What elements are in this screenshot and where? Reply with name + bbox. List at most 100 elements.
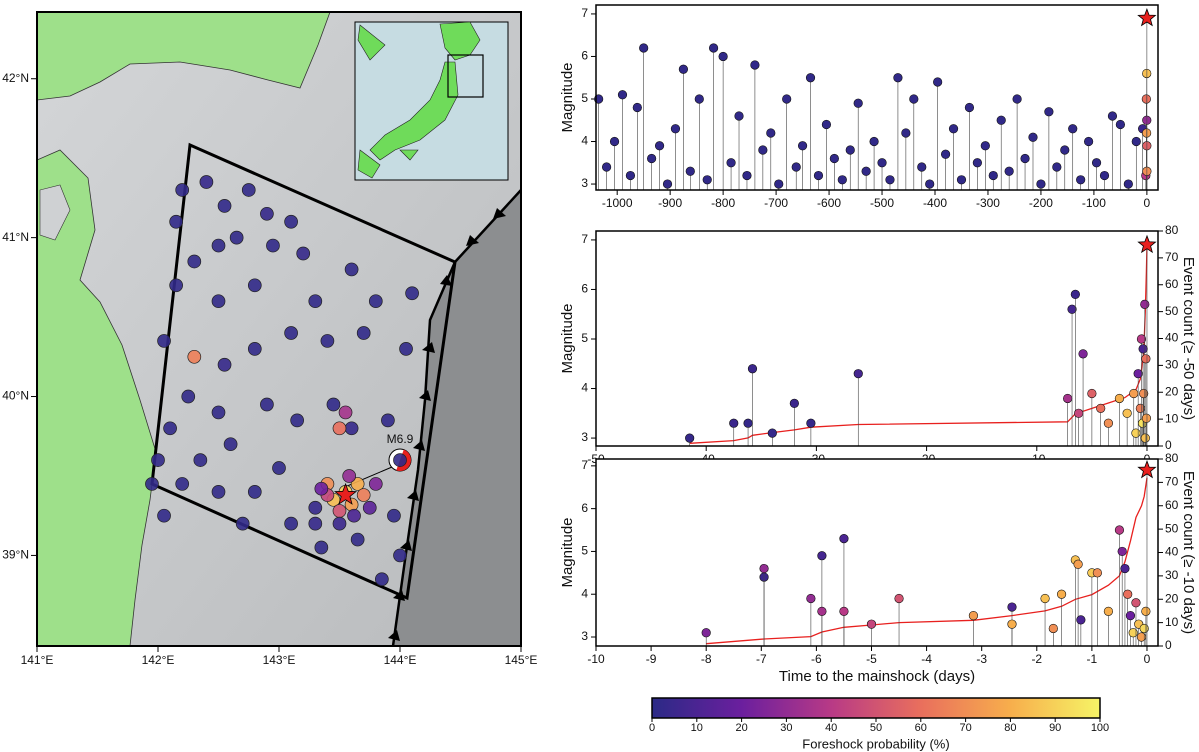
y2-tick-label: 70	[1165, 475, 1179, 489]
study-region	[150, 142, 457, 601]
event	[247, 342, 262, 356]
event	[1138, 344, 1148, 354]
inset-box	[447, 54, 484, 98]
event	[187, 349, 202, 364]
event	[766, 128, 776, 138]
event	[1123, 589, 1133, 599]
event	[211, 485, 226, 499]
event	[1004, 166, 1014, 176]
y-tick-label: 4	[581, 381, 588, 395]
event	[729, 418, 739, 428]
event	[894, 593, 904, 604]
event	[1114, 393, 1125, 404]
event	[1103, 606, 1114, 616]
event	[1129, 388, 1139, 399]
event	[290, 413, 304, 428]
event	[260, 397, 274, 412]
colorbar-tick-label: 10	[691, 722, 703, 734]
event	[217, 357, 232, 372]
event	[1087, 388, 1097, 399]
y-axis-label: Magnitude	[559, 517, 576, 587]
event	[885, 175, 895, 185]
event	[1076, 175, 1086, 185]
event	[368, 294, 383, 309]
event	[151, 453, 165, 467]
event	[956, 175, 967, 185]
event	[1056, 589, 1067, 599]
event	[845, 145, 855, 155]
plot-frame	[595, 4, 1159, 191]
event	[241, 183, 256, 197]
event	[1063, 393, 1073, 404]
event	[791, 162, 801, 172]
event	[1060, 145, 1070, 155]
plot-area	[596, 231, 1158, 446]
x-tick-label: 145°E	[505, 653, 538, 667]
colorbar-tick-label: 0	[649, 722, 655, 734]
x-tick-label: -200	[1029, 196, 1053, 210]
event	[632, 102, 642, 113]
outer-rise	[393, 190, 521, 646]
event	[654, 141, 665, 151]
y2-tick-label: 80	[1165, 451, 1179, 465]
y2-tick-label: 30	[1165, 358, 1179, 372]
event	[866, 619, 877, 629]
colorbar-tick-label: 70	[959, 722, 971, 734]
land-hokkaido	[37, 12, 331, 101]
event	[157, 334, 171, 348]
event	[806, 593, 816, 604]
y-tick-label: 39°N	[2, 548, 29, 562]
y2-tick-label: 40	[1165, 545, 1179, 559]
event	[774, 179, 784, 189]
event	[726, 158, 736, 168]
event	[817, 606, 827, 616]
event	[1140, 433, 1150, 443]
event	[1140, 299, 1150, 309]
plot-area	[596, 459, 1158, 646]
y2-tick-label: 0	[1165, 438, 1172, 452]
event	[247, 485, 262, 499]
event	[1070, 289, 1080, 300]
event	[909, 94, 919, 104]
event	[1092, 568, 1102, 578]
event	[662, 179, 673, 189]
event	[181, 389, 196, 404]
event	[356, 488, 371, 502]
event	[1074, 408, 1084, 418]
event	[393, 453, 407, 467]
event	[284, 326, 298, 340]
event	[387, 508, 401, 523]
y2-tick-label: 20	[1165, 591, 1179, 605]
event	[272, 461, 286, 475]
event	[308, 500, 323, 515]
event	[326, 397, 341, 412]
event	[702, 175, 712, 185]
y-tick-label: 5	[581, 331, 588, 345]
event	[1099, 170, 1110, 181]
event	[813, 170, 824, 181]
event	[362, 500, 377, 515]
event	[743, 418, 753, 428]
x-tick-label: -100	[1082, 196, 1106, 210]
y2-tick-label: 10	[1165, 411, 1179, 425]
event	[356, 326, 371, 340]
event	[805, 73, 816, 83]
event	[609, 136, 620, 147]
x-tick-label: -8	[701, 652, 712, 666]
colorbar-tick-label: 20	[735, 722, 747, 734]
event	[901, 128, 911, 138]
event	[647, 153, 657, 164]
event	[308, 516, 323, 531]
event	[344, 421, 359, 436]
colorbar-tick-label: 60	[915, 722, 927, 734]
event	[187, 254, 202, 269]
y2-axis-label: Event count (≥ -10 days)	[1180, 471, 1197, 634]
y2-tick-label: 60	[1165, 277, 1179, 291]
y2-tick-label: 20	[1165, 384, 1179, 398]
event	[163, 421, 177, 436]
event	[988, 170, 998, 181]
event	[1067, 304, 1077, 314]
event	[821, 119, 832, 130]
event	[344, 262, 359, 277]
event	[933, 77, 943, 87]
